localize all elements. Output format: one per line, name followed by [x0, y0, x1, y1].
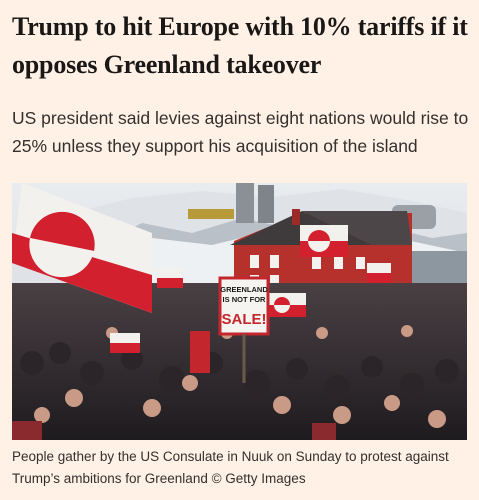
flag — [12, 183, 152, 313]
flag — [367, 263, 391, 283]
sign-text: IS NOT FOR — [223, 295, 267, 304]
caption: People gather by the US Consulate in Nuu… — [12, 449, 449, 486]
sign-text: GREENLAND — [220, 285, 268, 294]
flag — [300, 225, 348, 257]
flag — [157, 268, 183, 288]
headline: Trump to hit Europe with 10% tariffs if … — [12, 12, 468, 79]
sign-text: SALE! — [222, 311, 267, 328]
flag — [268, 293, 306, 317]
flag — [110, 333, 140, 353]
standfirst: US president said levies against eight n… — [12, 108, 469, 156]
photo: GREENLAND IS NOT FOR SALE! — [12, 183, 467, 440]
protest-sign: GREENLAND IS NOT FOR SALE! — [218, 276, 270, 383]
